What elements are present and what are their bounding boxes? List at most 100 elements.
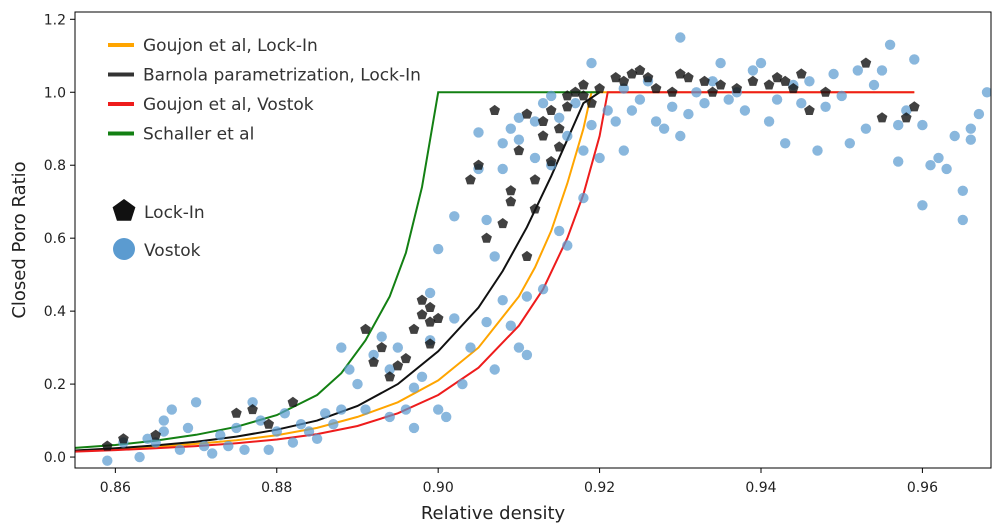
- scatter-point-vostok: [586, 57, 597, 69]
- scatter-point-vostok: [384, 364, 395, 375]
- scatter-point-vostok: [158, 426, 169, 437]
- scatter-point-vostok: [739, 105, 751, 116]
- scatter-point-vostok: [489, 251, 500, 262]
- scatter-point-lock-in: [561, 90, 573, 101]
- scatter-point-vostok: [828, 68, 839, 80]
- scatter-point-vostok: [336, 342, 347, 353]
- scatter-point-vostok: [884, 39, 896, 50]
- scatter-point-lock-in: [497, 217, 509, 229]
- scatter-point-vostok: [941, 163, 952, 175]
- scatter-point-lock-in: [796, 68, 807, 79]
- scatter-point-vostok: [505, 320, 516, 331]
- scatter-point-vostok: [400, 404, 412, 415]
- scatter-point-vostok: [481, 214, 492, 226]
- scatter-point-vostok: [247, 397, 258, 408]
- scatter-point-vostok: [901, 105, 912, 116]
- scatter-point-vostok: [360, 404, 371, 415]
- scatter-series-group: [101, 32, 991, 466]
- line-series-group: [75, 91, 915, 453]
- scatter-point-lock-in: [553, 141, 565, 152]
- x-tick-label: 0.90: [423, 480, 454, 496]
- scatter-point-vostok: [497, 138, 508, 149]
- scatter-point-vostok: [513, 342, 525, 353]
- legend-label: Lock-In: [144, 203, 205, 223]
- scatter-point-vostok: [328, 419, 339, 430]
- scatter-point-vostok: [344, 364, 355, 375]
- legend-label: Barnola parametrization, Lock-In: [143, 66, 421, 86]
- scatter-point-vostok: [562, 240, 573, 251]
- scatter-point-vostok: [675, 130, 686, 142]
- scatter-point-vostok: [715, 57, 726, 69]
- scatter-point-vostok: [207, 448, 218, 459]
- scatter-point-vostok: [707, 76, 718, 87]
- scatter-point-lock-in: [465, 174, 476, 185]
- scatter-point-vostok: [174, 444, 186, 455]
- scatter-point-vostok: [578, 145, 589, 156]
- y-tick-label: 0.4: [44, 304, 66, 320]
- line-series-barnola-parametrization-lock-in: [75, 91, 601, 452]
- y-tick-label: 1.2: [44, 12, 66, 28]
- scatter-point-vostok: [570, 98, 581, 109]
- scatter-point-vostok: [973, 108, 985, 120]
- scatter-point-lock-in: [529, 174, 541, 185]
- scatter-point-vostok: [554, 112, 565, 124]
- scatter-point-vostok: [489, 364, 500, 375]
- y-tick-label: 0.6: [44, 231, 66, 247]
- y-tick-label: 1.0: [44, 85, 66, 101]
- legend-marker-circle: [113, 238, 135, 260]
- scatter-point-lock-in: [561, 101, 573, 112]
- legend-label: Schaller et al: [143, 125, 254, 145]
- legend-label: Vostok: [144, 241, 201, 261]
- scatter-point-vostok: [981, 87, 991, 98]
- x-axis-title: Relative density: [421, 503, 566, 523]
- scatter-point-vostok: [352, 378, 363, 390]
- scatter-point-vostok: [279, 408, 290, 419]
- line-series-goujon-et-al-lock-in: [75, 91, 915, 452]
- legend: Goujon et al, Lock-In Barnola parametriza…: [108, 36, 421, 261]
- scatter-point-lock-in: [432, 312, 444, 323]
- scatter-point-lock-in: [699, 75, 710, 86]
- scatter-point-vostok: [957, 214, 968, 226]
- scatter-point-lock-in: [416, 294, 428, 305]
- scatter-point-lock-in: [578, 79, 589, 90]
- scatter-point-vostok: [893, 119, 904, 131]
- y-axis-title: Closed Poro Ratio: [9, 161, 30, 318]
- scatter-point-vostok: [796, 98, 807, 109]
- scatter-point-vostok: [142, 433, 153, 444]
- scatter-point-vostok: [876, 65, 888, 76]
- scatter-point-vostok: [513, 112, 525, 124]
- scatter-point-lock-in: [368, 356, 379, 367]
- scatter-point-lock-in: [481, 232, 492, 243]
- scatter-point-vostok: [231, 422, 242, 434]
- scatter-point-lock-in: [287, 396, 299, 407]
- scatter-point-lock-in: [505, 185, 517, 196]
- scatter-point-lock-in: [715, 79, 726, 90]
- scatter-point-lock-in: [900, 112, 912, 123]
- scatter-point-vostok: [392, 342, 403, 353]
- scatter-point-vostok: [457, 378, 468, 390]
- scatter-point-vostok: [287, 437, 299, 448]
- scatter-point-lock-in: [360, 323, 371, 334]
- scatter-point-lock-in: [674, 68, 686, 79]
- scatter-point-vostok: [271, 426, 282, 437]
- scatter-point-vostok: [691, 87, 702, 98]
- scatter-point-lock-in: [384, 371, 396, 382]
- x-tick-label: 0.86: [100, 480, 131, 496]
- scatter-point-vostok: [473, 127, 484, 138]
- legend-marker-pentagon: [112, 199, 136, 221]
- scatter-point-lock-in: [642, 72, 654, 83]
- scatter-point-lock-in: [731, 83, 743, 94]
- scatter-point-vostok: [513, 134, 525, 145]
- scatter-point-lock-in: [618, 75, 630, 86]
- scatter-point-lock-in: [666, 86, 678, 97]
- scatter-point-lock-in: [473, 159, 484, 170]
- x-tick-label: 0.96: [907, 480, 938, 496]
- scatter-point-vostok: [578, 192, 589, 204]
- scatter-point-lock-in: [626, 68, 638, 79]
- legend-label: Goujon et al, Lock-In: [143, 36, 318, 56]
- x-tick-label: 0.92: [584, 480, 615, 496]
- scatter-point-vostok: [925, 160, 936, 171]
- scatter-point-vostok: [917, 200, 928, 211]
- scatter-point-lock-in: [416, 309, 428, 320]
